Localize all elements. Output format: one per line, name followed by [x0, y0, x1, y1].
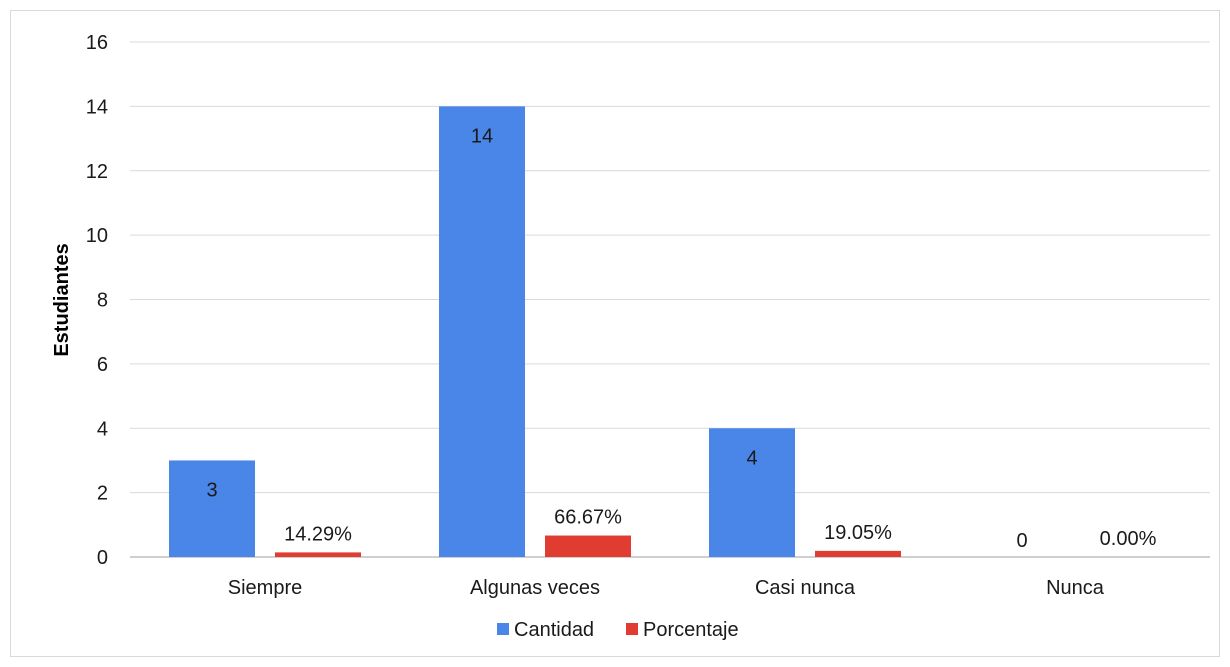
legend-label: Porcentaje: [643, 619, 739, 641]
y-tick-label: 2: [97, 483, 108, 505]
data-label-porcentaje: 19.05%: [824, 522, 892, 544]
bar-cantidad: [439, 106, 525, 557]
x-category-label: Casi nunca: [755, 577, 856, 599]
y-axis-label: Estudiantes: [51, 243, 73, 356]
y-tick-label: 14: [86, 96, 108, 118]
legend-swatch: [626, 623, 638, 635]
y-axis-ticks: 0 2 4 6 8 10 12 14 16: [86, 32, 108, 569]
data-label-cantidad: 3: [206, 479, 217, 501]
y-tick-label: 8: [97, 290, 108, 312]
gridlines: [130, 41, 1210, 558]
x-category-label: Siempre: [228, 577, 302, 599]
y-tick-label: 12: [86, 161, 108, 183]
y-tick-label: 6: [97, 354, 108, 376]
data-labels: 3 14.29% 14 66.67% 4 19.05% 0 0.00%: [206, 125, 1156, 552]
bar-porcentaje: [545, 535, 631, 557]
bar-cantidad: [709, 428, 795, 557]
bar-cantidad: [169, 460, 255, 557]
legend-swatch: [497, 623, 509, 635]
y-tick-label: 16: [86, 32, 108, 54]
y-tick-label: 10: [86, 225, 108, 247]
y-tick-label: 4: [97, 418, 108, 440]
data-label-porcentaje: 66.67%: [554, 507, 622, 529]
legend: Cantidad Porcentaje: [497, 619, 739, 641]
data-label-cantidad: 0: [1016, 530, 1027, 552]
bars: [169, 106, 901, 557]
x-category-label: Algunas veces: [470, 577, 600, 599]
bar-porcentaje: [275, 552, 361, 557]
x-axis-categories: Siempre Algunas veces Casi nunca Nunca: [228, 577, 1105, 599]
data-label-porcentaje: 14.29%: [284, 523, 352, 545]
data-label-cantidad: 14: [471, 125, 493, 147]
y-tick-label: 0: [97, 547, 108, 569]
legend-label: Cantidad: [514, 619, 594, 641]
data-label-cantidad: 4: [746, 447, 757, 469]
bar-porcentaje: [815, 550, 901, 557]
data-label-porcentaje: 0.00%: [1100, 528, 1157, 550]
x-category-label: Nunca: [1046, 577, 1105, 599]
